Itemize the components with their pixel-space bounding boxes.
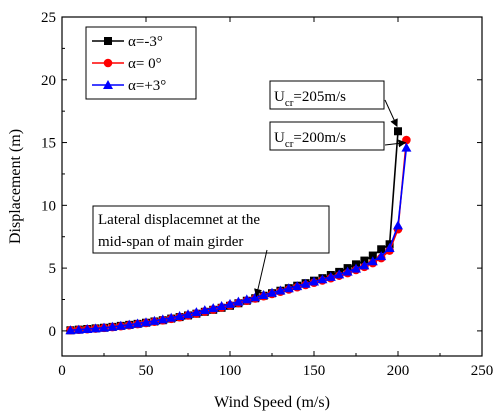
series-2 [65,142,412,335]
lateral-annotation: Lateral displacemnet at the mid-span of m… [92,205,330,297]
data-point [384,243,395,253]
data-point [233,296,244,306]
annotation-arrow [384,139,407,148]
data-point [107,321,118,331]
data-point [99,322,109,332]
legend-marker [104,37,112,45]
x-tick-label: 50 [139,363,154,379]
data-point [191,307,202,317]
data-point [275,285,286,295]
legend: α=-3° α= 0° α=+3° [85,26,197,100]
data-point [65,325,76,335]
data-point [157,314,168,324]
data-point [241,294,252,304]
data-point [292,281,303,291]
data-point [132,318,143,328]
y-tick-label: 10 [41,198,56,214]
data-point [149,315,160,325]
data-point [317,274,328,284]
legend-marker [103,58,113,68]
annotation-box [269,121,385,151]
data-point [166,312,177,322]
annotation-text: mid-span of main girder [98,234,243,250]
annotation-layer: Ucr=205m/s Ucr=200m/s Lateral displacemnet… [92,80,407,297]
x-tick-label: 250 [471,363,494,379]
data-point [90,323,101,333]
data-point [401,142,412,152]
x-axis-title: Wind Speed (m/s) [214,394,330,411]
y-tick-label: 20 [41,73,56,89]
annotation-text: Lateral displacemnet at the [98,212,260,228]
data-point [394,127,402,136]
ucr-annotation: Ucr=205m/s [269,80,398,128]
annotation-box [92,205,330,254]
data-point [376,251,387,261]
y-tick-label: 25 [41,10,56,26]
data-point [342,266,353,276]
annotation-box [269,80,385,110]
data-point [368,251,377,260]
x-tick-label: 0 [58,363,66,379]
legend-label: α=+3° [128,78,166,94]
y-tick-label: 0 [49,324,57,340]
data-point [82,324,93,334]
data-point [73,324,84,334]
data-point [124,319,135,329]
data-point [216,301,227,311]
annotation-text: Ucr=200m/s [274,130,346,150]
data-point [377,245,386,254]
y-tick-label: 15 [41,136,56,152]
annotation-arrow [254,249,268,297]
annotation-text: Ucr=205m/s [274,89,346,109]
x-tick-label: 200 [387,363,410,379]
data-point [393,220,403,230]
data-point [208,303,219,313]
legend-label: α=-3° [128,34,163,50]
data-point [267,287,277,297]
data-point [199,305,210,315]
x-tick-label: 150 [303,363,326,379]
data-point [359,260,370,270]
data-point [367,256,378,266]
data-point [334,269,345,279]
ucr-annotation: Ucr=200m/s [269,121,407,151]
annotation-arrow [384,99,398,128]
y-axis-title: Displacement (m) [7,129,24,244]
data-point [174,310,185,320]
data-point [283,283,294,293]
data-point [309,276,319,286]
data-point [141,317,151,327]
x-tick-label: 100 [219,363,242,379]
series-layer [65,127,412,335]
data-point [115,320,126,330]
x-axis: 0 50 100 150 200 250 [58,17,493,379]
data-point [300,278,311,288]
data-point [351,263,361,273]
data-point [183,309,193,319]
legend-marker [103,80,113,89]
y-tick-label: 5 [49,261,57,277]
legend-label: α= 0° [128,56,162,72]
data-point [225,298,235,308]
data-point [325,271,336,281]
y-axis: 0 5 10 15 20 25 [41,10,482,340]
